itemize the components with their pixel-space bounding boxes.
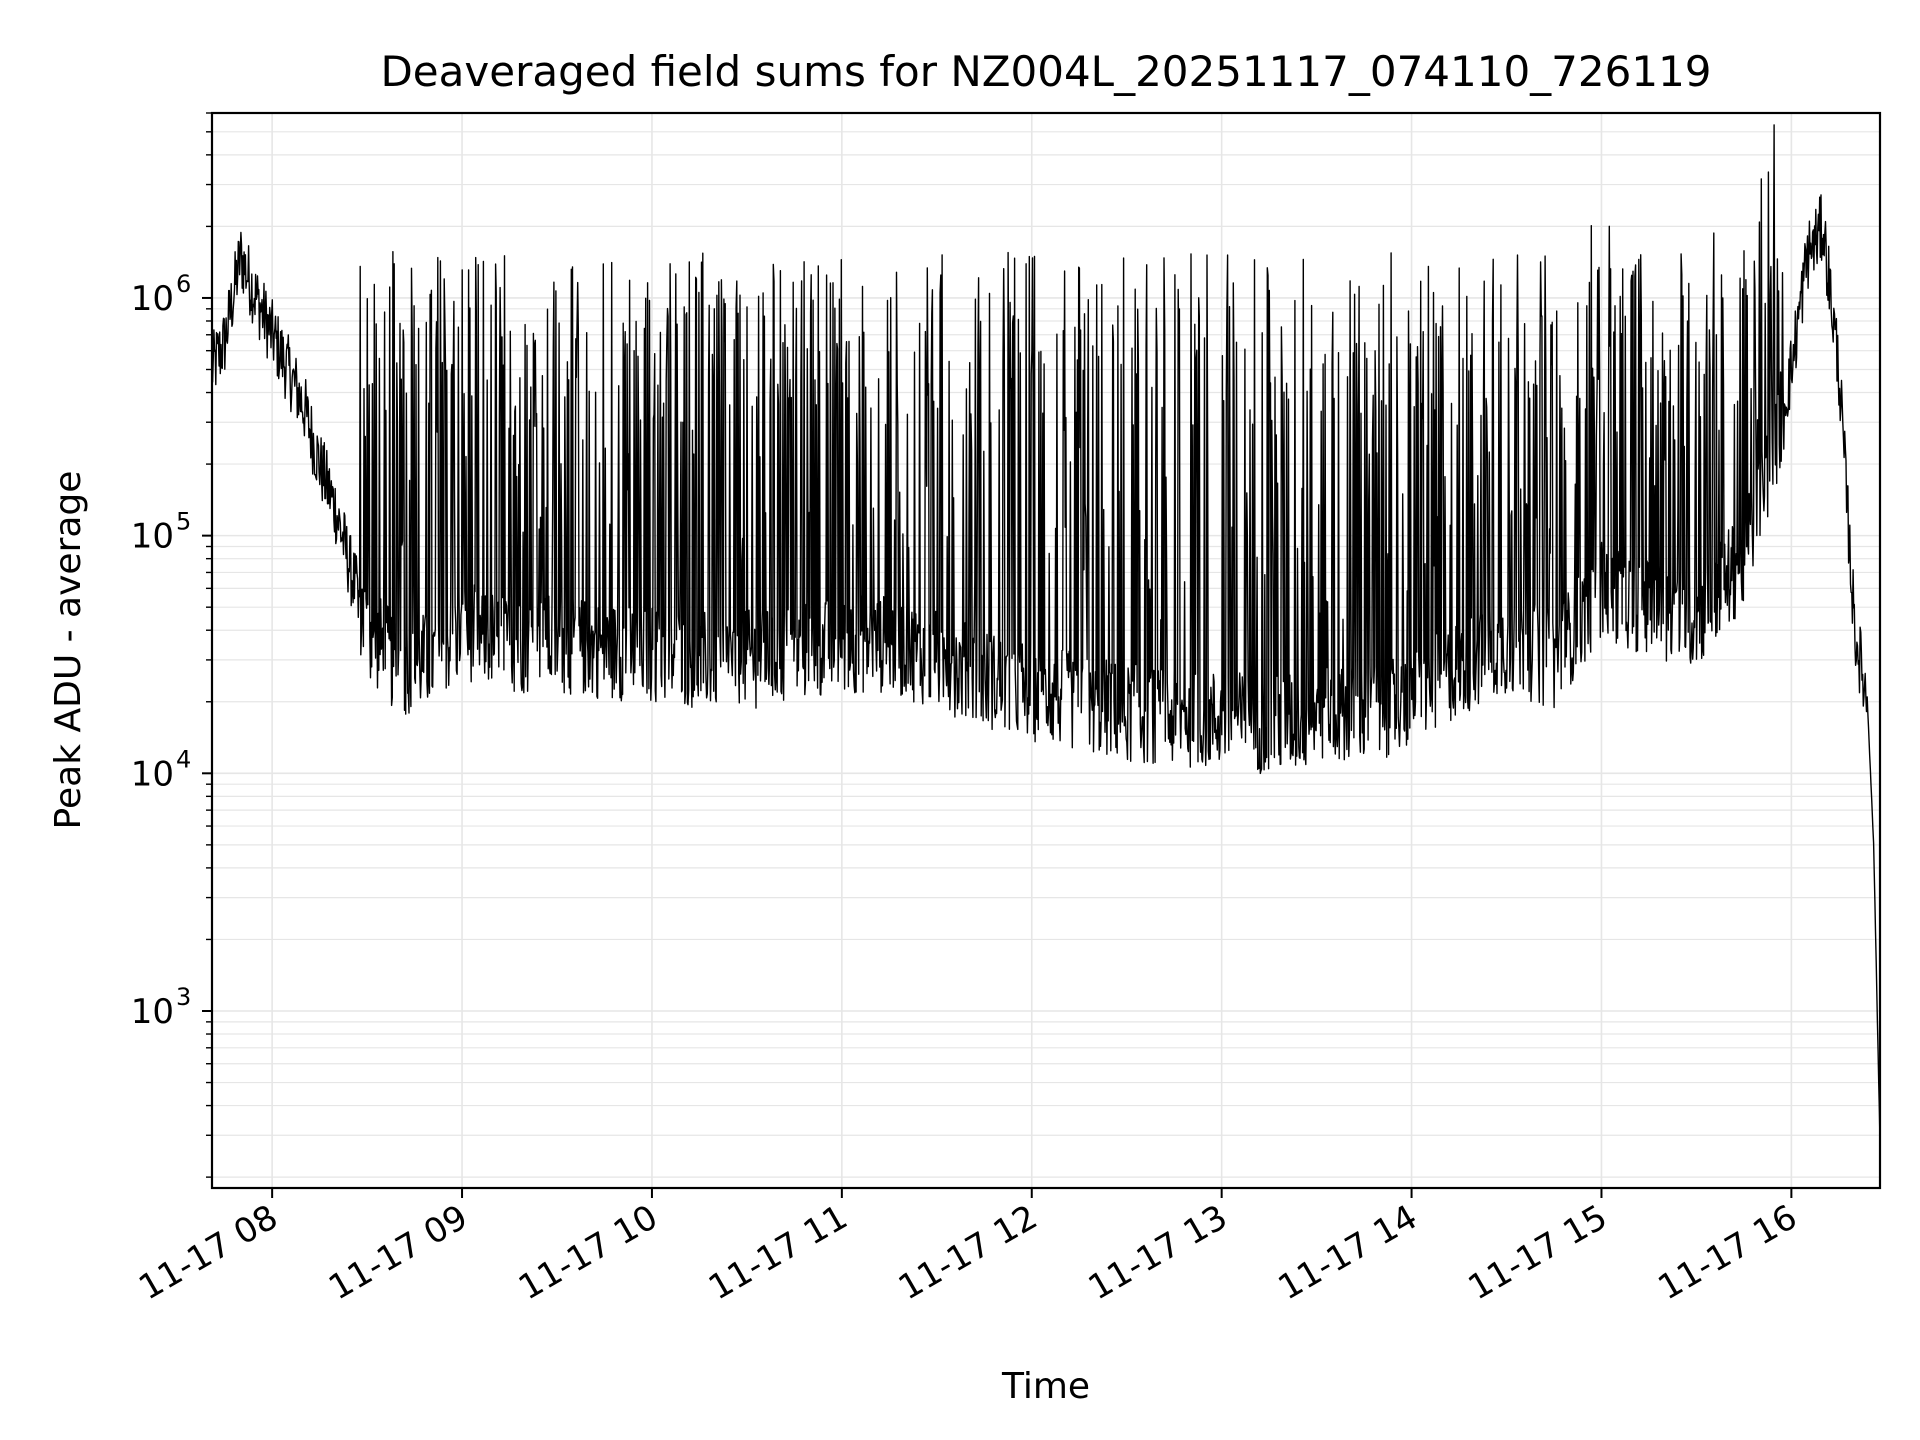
y-tick-base: 10 [131, 754, 174, 794]
y-tick-label: 10 [131, 279, 174, 319]
y-tick-base: 10 [131, 517, 174, 557]
y-tick-base: 10 [131, 992, 174, 1032]
y-tick-exponent: 3 [176, 983, 191, 1011]
x-axis-label: Time [1001, 1366, 1090, 1407]
grid [212, 112, 1880, 1188]
y-tick-label: 10 [131, 992, 174, 1032]
y-tick-label: 10 [131, 754, 174, 794]
series-line [211, 124, 1881, 1143]
chart-title: Deaveraged field sums for NZ004L_2025111… [380, 47, 1711, 96]
y-tick-base: 10 [131, 279, 174, 319]
y-axis-label: Peak ADU - average [48, 471, 89, 830]
y-tick-exponent: 4 [176, 745, 191, 773]
series-layer [211, 124, 1881, 1143]
y-tick-exponent: 6 [176, 270, 191, 298]
y-tick-label: 10 [131, 517, 174, 557]
plot-frame [210, 111, 1882, 1190]
y-tick-exponent: 5 [176, 508, 191, 536]
